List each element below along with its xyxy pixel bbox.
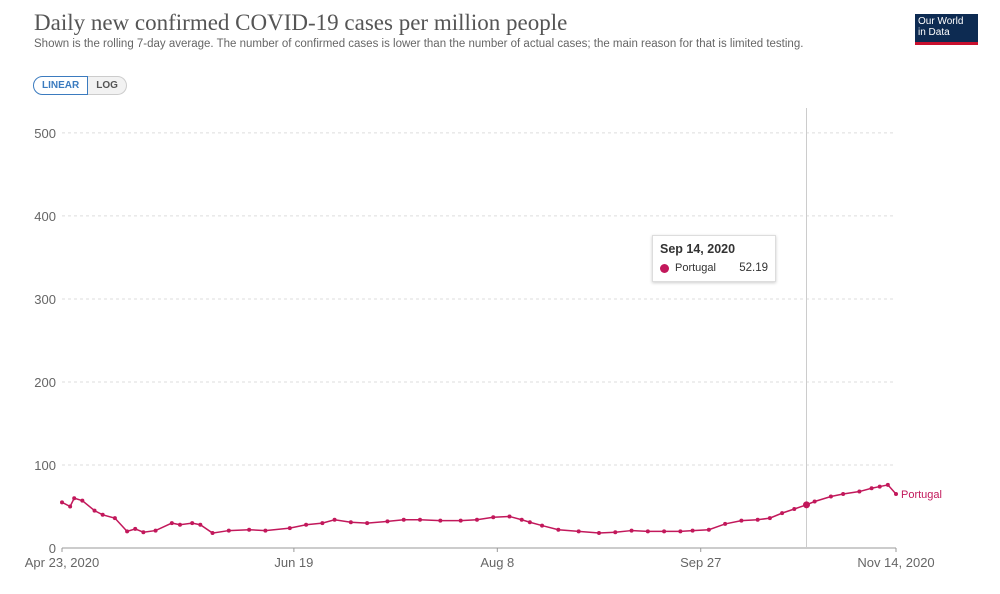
data-point	[198, 522, 203, 527]
data-point	[706, 527, 711, 532]
data-point	[418, 517, 423, 522]
data-point	[247, 527, 252, 532]
x-tick-label: Sep 27	[680, 555, 721, 570]
data-point	[226, 528, 231, 533]
data-point	[112, 516, 117, 521]
data-point	[755, 517, 760, 522]
data-point	[210, 531, 215, 536]
data-point	[885, 482, 890, 487]
tooltip-value: 52.19	[739, 262, 768, 274]
data-point	[739, 518, 744, 523]
data-point	[629, 528, 634, 533]
y-tick-label: 500	[34, 126, 56, 141]
x-tick-label: Aug 8	[480, 555, 514, 570]
data-point	[169, 521, 174, 526]
data-point	[877, 484, 882, 489]
data-point	[828, 494, 833, 499]
data-point	[812, 499, 817, 504]
data-point	[474, 517, 479, 522]
logo-line-2: in Data	[918, 27, 950, 38]
y-tick-label: 0	[49, 541, 56, 556]
data-point	[72, 496, 77, 501]
data-point	[401, 517, 406, 522]
data-point	[857, 489, 862, 494]
data-point	[153, 528, 158, 533]
data-point	[177, 522, 182, 527]
data-point	[190, 521, 195, 526]
data-point	[507, 514, 512, 519]
data-point	[519, 517, 524, 522]
data-point	[68, 504, 73, 509]
chart-subtitle: Shown is the rolling 7-day average. The …	[34, 38, 804, 50]
x-tick-label: Apr 23, 2020	[25, 555, 99, 570]
y-tick-label: 400	[34, 209, 56, 224]
x-tick-label: Nov 14, 2020	[857, 555, 934, 570]
y-tick-label: 200	[34, 375, 56, 390]
data-point	[678, 529, 683, 534]
data-point	[348, 520, 353, 525]
data-point	[690, 528, 695, 533]
data-point	[320, 521, 325, 526]
data-point	[576, 529, 581, 534]
data-point	[60, 500, 64, 505]
hover-tooltip: Sep 14, 2020 Portugal 52.19	[652, 235, 776, 282]
data-point	[894, 492, 898, 497]
data-point	[556, 527, 561, 532]
data-point	[645, 529, 650, 534]
log-scale-button[interactable]: LOG	[88, 76, 127, 95]
y-tick-label: 300	[34, 292, 56, 307]
tooltip-series-dot	[660, 263, 669, 273]
scale-toggle: LINEAR LOG	[33, 76, 127, 95]
tooltip-date: Sep 14, 2020	[660, 242, 736, 256]
y-tick-label: 100	[34, 458, 56, 473]
data-point	[780, 511, 785, 516]
data-point	[438, 518, 443, 523]
data-point	[597, 531, 602, 536]
x-tick-label: Jun 19	[274, 555, 313, 570]
chart-title: Daily new confirmed COVID-19 cases per m…	[34, 10, 568, 35]
data-point	[540, 523, 545, 528]
data-point	[365, 521, 370, 526]
data-point	[767, 516, 772, 521]
data-point	[613, 530, 618, 535]
hover-point	[802, 501, 810, 509]
data-point	[80, 498, 85, 503]
series-end-label: Portugal	[901, 489, 942, 501]
data-point	[527, 520, 532, 525]
data-point	[287, 526, 292, 531]
logo-line-1: Our World	[918, 16, 964, 27]
data-point	[792, 506, 797, 511]
data-point	[841, 492, 846, 497]
data-point	[141, 530, 146, 535]
data-point	[869, 486, 874, 491]
data-point	[304, 522, 309, 527]
data-point	[263, 528, 268, 533]
data-point	[125, 529, 130, 534]
data-point	[491, 515, 496, 520]
linear-scale-button[interactable]: LINEAR	[33, 76, 89, 95]
data-point	[662, 529, 667, 534]
tooltip-series-name: Portugal	[675, 262, 716, 274]
data-point	[723, 521, 728, 526]
owid-logo[interactable]: Our World in Data	[915, 14, 978, 45]
data-point	[458, 518, 463, 523]
data-point	[133, 526, 138, 531]
data-point	[332, 517, 337, 522]
data-point	[385, 519, 390, 524]
series-line-portugal	[61, 484, 897, 534]
data-point	[92, 508, 97, 513]
data-point	[100, 512, 105, 517]
